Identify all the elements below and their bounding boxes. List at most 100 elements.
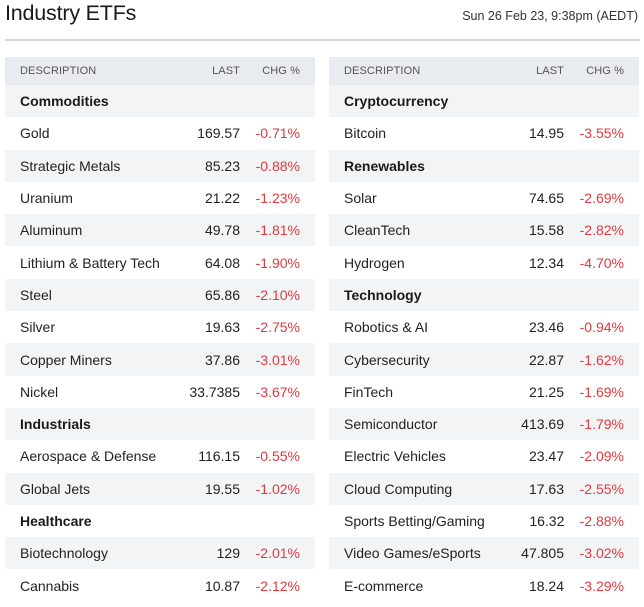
etf-name[interactable]: CleanTech [344, 222, 411, 239]
etf-name[interactable]: Video Games/eSports [344, 545, 481, 562]
table-row[interactable]: Sports Betting/Gaming 16.32 -2.88% [329, 505, 639, 537]
table-row[interactable]: CleanTech 15.58 -2.82% [329, 214, 639, 247]
table-row[interactable]: Aluminum 49.78 -1.81% [5, 214, 315, 247]
etf-name[interactable]: Electric Vehicles [344, 448, 446, 465]
column-header-last[interactable]: LAST [212, 65, 240, 77]
etf-name[interactable]: Uranium [20, 190, 73, 207]
etf-name[interactable]: Cloud Computing [344, 480, 453, 497]
table-row[interactable]: Silver 19.63 -2.75% [5, 311, 315, 343]
etf-name[interactable]: Lithium & Battery Tech [20, 254, 160, 271]
last-price: 17.63 [528, 480, 564, 497]
change-percent: -2.88% [579, 513, 624, 529]
change-percent: -1.23% [255, 190, 300, 207]
last-price: 19.55 [204, 480, 240, 497]
category-label: Industrials [20, 416, 91, 433]
etf-name[interactable]: Biotechnology [20, 545, 108, 562]
change-percent: -2.12% [255, 577, 300, 594]
table-row[interactable]: FinTech 21.25 -1.69% [329, 376, 639, 408]
etf-name[interactable]: Copper Miners [20, 351, 112, 368]
table-row[interactable]: Cannabis 10.87 -2.12% [5, 569, 315, 601]
change-percent: -2.10% [255, 286, 300, 303]
table-row[interactable]: Cybersecurity 22.87 -1.62% [329, 343, 639, 376]
header-divider [5, 39, 640, 41]
etf-name[interactable]: Solar [344, 190, 377, 207]
etf-name[interactable]: FinTech [344, 383, 394, 400]
last-price: 23.47 [528, 448, 564, 465]
change-percent: -1.62% [579, 351, 624, 368]
etf-name[interactable]: Gold [20, 125, 50, 142]
last-price: 12.34 [528, 254, 564, 271]
change-percent: -2.75% [255, 319, 300, 336]
table-header: DESCRIPTION LAST CHG % [5, 57, 315, 85]
table-row[interactable]: Lithium & Battery Tech 64.08 -1.90% [5, 246, 315, 278]
etf-name[interactable]: E-commerce [344, 577, 424, 594]
change-percent: -0.88% [255, 157, 300, 174]
change-percent: -2.82% [579, 222, 624, 239]
etf-name[interactable]: Cybersecurity [344, 351, 430, 368]
column-header-last[interactable]: LAST [536, 65, 564, 77]
page-title: Industry ETFs [5, 1, 137, 25]
category-label: Commodities [20, 93, 109, 110]
column-header-change[interactable]: CHG % [586, 65, 624, 77]
left-table: DESCRIPTION LAST CHG % Commodities Gold 16… [5, 57, 315, 602]
change-percent: -1.02% [255, 480, 300, 497]
change-percent: -0.71% [255, 125, 300, 142]
etf-name[interactable]: Semiconductor [344, 416, 438, 433]
category-row: Renewables [329, 149, 639, 182]
last-price: 33.7385 [189, 383, 240, 400]
last-price: 47.805 [521, 545, 564, 562]
table-row[interactable]: Hydrogen 12.34 -4.70% [329, 246, 639, 278]
table-row[interactable]: E-commerce 18.24 -3.29% [329, 569, 639, 601]
table-row[interactable]: Uranium 21.22 -1.23% [5, 182, 315, 214]
table-row[interactable]: Global Jets 19.55 -1.02% [5, 472, 315, 505]
column-header-description[interactable]: DESCRIPTION [20, 65, 97, 77]
table-row[interactable]: Robotics & AI 23.46 -0.94% [329, 311, 639, 343]
etf-name[interactable]: Aerospace & Defense [20, 448, 157, 465]
table-row[interactable]: Nickel 33.7385 -3.67% [5, 376, 315, 408]
column-header-description[interactable]: DESCRIPTION [344, 65, 421, 77]
table-row[interactable]: Aerospace & Defense 116.15 -0.55% [5, 440, 315, 472]
table-row[interactable]: Solar 74.65 -2.69% [329, 182, 639, 214]
table-row[interactable]: Semiconductor 413.69 -1.79% [329, 407, 639, 441]
etf-name[interactable]: Steel [20, 286, 52, 303]
column-header-change[interactable]: CHG % [262, 65, 300, 77]
table-row[interactable]: Cloud Computing 17.63 -2.55% [329, 472, 639, 505]
table-row[interactable]: Electric Vehicles 23.47 -2.09% [329, 440, 639, 472]
table-row[interactable]: Strategic Metals 85.23 -0.88% [5, 149, 315, 182]
etf-name[interactable]: Hydrogen [344, 254, 405, 271]
change-percent: -1.79% [579, 416, 624, 433]
last-price: 22.87 [528, 351, 564, 368]
change-percent: -2.69% [579, 190, 624, 207]
change-percent: -1.69% [579, 383, 624, 400]
table-row[interactable]: Bitcoin 14.95 -3.55% [329, 117, 639, 149]
table-row[interactable]: Gold 169.57 -0.71% [5, 117, 315, 149]
etf-name[interactable]: Strategic Metals [20, 157, 121, 174]
change-percent: -1.81% [255, 222, 300, 239]
table-row[interactable]: Copper Miners 37.86 -3.01% [5, 343, 315, 376]
category-row: Healthcare [5, 505, 315, 537]
etf-name[interactable]: Cannabis [20, 577, 80, 594]
change-percent: -0.94% [579, 319, 624, 336]
last-price: 21.25 [528, 383, 564, 400]
category-row: Industrials [5, 407, 315, 441]
table-row[interactable]: Biotechnology 129 -2.01% [5, 537, 315, 570]
last-price: 65.86 [204, 286, 240, 303]
change-percent: -3.01% [255, 351, 300, 368]
last-price: 18.24 [528, 577, 564, 594]
category-row: Technology [329, 278, 639, 312]
etf-name[interactable]: Bitcoin [344, 125, 387, 142]
etf-name[interactable]: Sports Betting/Gaming [344, 513, 485, 529]
table-header: DESCRIPTION LAST CHG % [329, 57, 639, 85]
etf-name[interactable]: Robotics & AI [344, 319, 429, 336]
change-percent: -3.55% [579, 125, 624, 142]
etf-name[interactable]: Silver [20, 319, 56, 336]
category-row: Cryptocurrency [329, 85, 639, 118]
category-row: Commodities [5, 85, 315, 118]
timestamp: Sun 26 Feb 23, 9:38pm (AEDT) [462, 9, 638, 23]
etf-name[interactable]: Aluminum [20, 222, 83, 239]
etf-name[interactable]: Nickel [20, 383, 59, 400]
table-row[interactable]: Steel 65.86 -2.10% [5, 278, 315, 312]
table-row[interactable]: Video Games/eSports 47.805 -3.02% [329, 537, 639, 570]
last-price: 15.58 [528, 222, 564, 239]
etf-name[interactable]: Global Jets [20, 480, 91, 497]
